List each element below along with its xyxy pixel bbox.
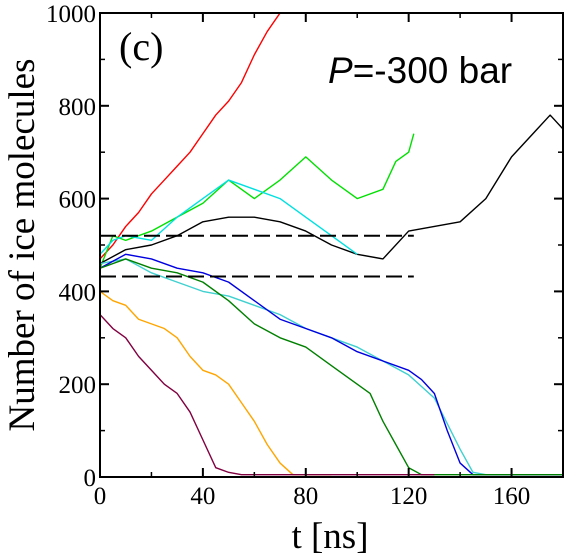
series-line-6 — [100, 253, 563, 476]
pressure-value: =-300 bar — [353, 50, 512, 91]
series-line-5 — [100, 258, 563, 476]
y-tick-label-200: 200 — [59, 372, 97, 399]
series-line-3 — [100, 114, 563, 265]
x-tick-label-160: 160 — [493, 483, 531, 510]
y-axis-label: Number of ice molecules — [2, 59, 43, 432]
y-tick-label-800: 800 — [59, 94, 97, 121]
pressure-label: P=-300 bar — [328, 50, 512, 91]
ticks: 0 40 80 120 160 0 200 400 600 800 1000 — [46, 1, 563, 510]
x-tick-label-40: 40 — [190, 483, 215, 510]
series-line-9 — [100, 314, 435, 476]
pressure-symbol: P — [328, 50, 353, 91]
reference-lines — [100, 234, 414, 278]
series-line-7 — [100, 258, 563, 476]
y-tick-label-1000: 1000 — [46, 1, 96, 28]
series-line-8 — [100, 290, 332, 476]
series-line-2 — [100, 133, 415, 269]
y-tick-label-400: 400 — [59, 279, 97, 306]
x-tick-label-80: 80 — [293, 483, 318, 510]
panel-label: (c) — [119, 24, 163, 69]
y-tick-label-0: 0 — [84, 465, 97, 492]
x-tick-label-120: 120 — [390, 483, 428, 510]
series-line-1 — [100, 13, 281, 260]
x-axis-label: t [ns] — [291, 516, 368, 556]
y-tick-label-600: 600 — [59, 187, 97, 214]
x-tick-label-0: 0 — [94, 483, 107, 510]
